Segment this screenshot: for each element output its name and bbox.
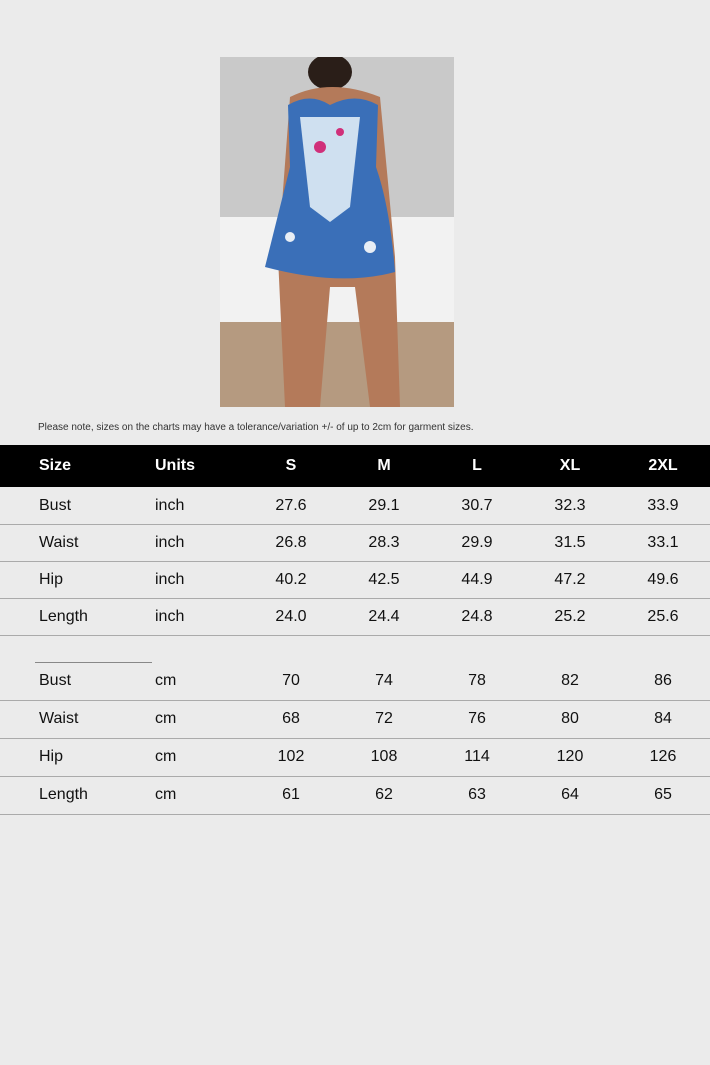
inch-row-cell: 32.3 xyxy=(554,496,586,514)
inch-row-cell: 24.8 xyxy=(461,607,493,625)
product-photo xyxy=(220,57,454,407)
inch-row-cell: Hip xyxy=(39,570,64,588)
inch-row-cell: 30.7 xyxy=(461,496,493,514)
cm-row-cell: cm xyxy=(155,710,177,727)
inch-row: Waist inch 26.8 28.3 29.9 31.5 33.1 xyxy=(0,524,710,561)
cm-row-cell: 76 xyxy=(468,710,486,727)
inch-row-cell: 24.4 xyxy=(368,607,400,625)
inch-row-cell: 40.2 xyxy=(275,570,307,588)
cm-row-cell: 80 xyxy=(561,710,579,727)
cm-row-cell: 82 xyxy=(561,672,579,689)
cm-row-cell: Bust xyxy=(39,672,72,689)
inch-row-cell: 47.2 xyxy=(554,570,586,588)
table-header-cell: M xyxy=(377,457,391,474)
inch-row-cell: inch xyxy=(155,496,185,514)
cm-row-cell: 108 xyxy=(370,748,398,765)
inch-row-cell: 29.1 xyxy=(368,496,400,514)
table-header-cell: Size xyxy=(39,457,72,474)
cm-row-cell: Hip xyxy=(39,748,64,765)
section-divider xyxy=(35,662,152,663)
inch-row: Hip inch 40.2 42.5 44.9 47.2 49.6 xyxy=(0,561,710,598)
cm-row: Length cm 61 62 63 64 65 xyxy=(0,776,710,814)
inch-row-cell: inch xyxy=(155,570,185,588)
inch-row-cell: 42.5 xyxy=(368,570,400,588)
row-divider xyxy=(0,561,710,562)
inch-row-cell: Bust xyxy=(39,496,72,514)
inch-row-cell: inch xyxy=(155,533,185,551)
table-header-cell: L xyxy=(472,457,482,474)
cm-row-cell: Waist xyxy=(39,710,79,727)
inch-row-cell: 49.6 xyxy=(647,570,679,588)
inch-row-cell: 25.6 xyxy=(647,607,679,625)
table-header-cell: Units xyxy=(155,457,195,474)
cm-row-cell: 74 xyxy=(375,672,393,689)
inch-row-cell: Length xyxy=(39,607,88,625)
cm-row-cell: 78 xyxy=(468,672,486,689)
cm-row-cell: 102 xyxy=(277,748,305,765)
size-tolerance-note: Please note, sizes on the charts may hav… xyxy=(38,422,474,433)
inch-row-cell: inch xyxy=(155,607,185,625)
cm-row-cell: 68 xyxy=(282,710,300,727)
cm-row-cell: cm xyxy=(155,672,177,689)
table-header: Size Units S M L XL 2XL xyxy=(0,445,710,487)
table-header-cell: S xyxy=(285,457,297,474)
cm-row-cell: 63 xyxy=(468,786,486,803)
cm-row-cell: 120 xyxy=(556,748,584,765)
inch-row-cell: 26.8 xyxy=(275,533,307,551)
row-divider xyxy=(0,738,710,739)
cm-row-cell: 62 xyxy=(375,786,393,803)
row-divider xyxy=(0,524,710,525)
inch-row-cell: 31.5 xyxy=(554,533,586,551)
inch-row-cell: 28.3 xyxy=(368,533,400,551)
cm-row-cell: 64 xyxy=(561,786,579,803)
cm-row: Hip cm 102 108 114 120 126 xyxy=(0,738,710,776)
cm-row-cell: 65 xyxy=(654,786,672,803)
inch-row-cell: 44.9 xyxy=(461,570,493,588)
inch-row: Bust inch 27.6 29.1 30.7 32.3 33.9 xyxy=(0,487,710,524)
row-divider xyxy=(0,700,710,701)
cm-row-cell: cm xyxy=(155,748,177,765)
cm-row-cell: Length xyxy=(39,786,88,803)
cm-row: Bust cm 70 74 78 82 86 xyxy=(0,662,710,700)
inch-row-cell: 29.9 xyxy=(461,533,493,551)
cm-row: Waist cm 68 72 76 80 84 xyxy=(0,700,710,738)
cm-row-cell: 72 xyxy=(375,710,393,727)
inch-row-cell: 24.0 xyxy=(275,607,307,625)
table-header-cell: XL xyxy=(559,457,581,474)
cm-row-cell: cm xyxy=(155,786,177,803)
cm-row-cell: 70 xyxy=(282,672,300,689)
cm-row-cell: 61 xyxy=(282,786,300,803)
row-divider xyxy=(0,776,710,777)
row-divider xyxy=(0,814,710,815)
inch-row-cell: Waist xyxy=(39,533,79,551)
table-header-cell: 2XL xyxy=(648,457,678,474)
row-divider xyxy=(0,635,710,636)
inch-row-cell: 33.9 xyxy=(647,496,679,514)
cm-row-cell: 86 xyxy=(654,672,672,689)
cm-row-cell: 114 xyxy=(464,748,490,765)
inch-row-cell: 25.2 xyxy=(554,607,586,625)
inch-row: Length inch 24.0 24.4 24.8 25.2 25.6 xyxy=(0,598,710,635)
inch-row-cell: 27.6 xyxy=(275,496,307,514)
inch-row-cell: 33.1 xyxy=(647,533,679,551)
cm-row-cell: 126 xyxy=(649,748,677,765)
row-divider xyxy=(0,598,710,599)
cm-row-cell: 84 xyxy=(654,710,672,727)
